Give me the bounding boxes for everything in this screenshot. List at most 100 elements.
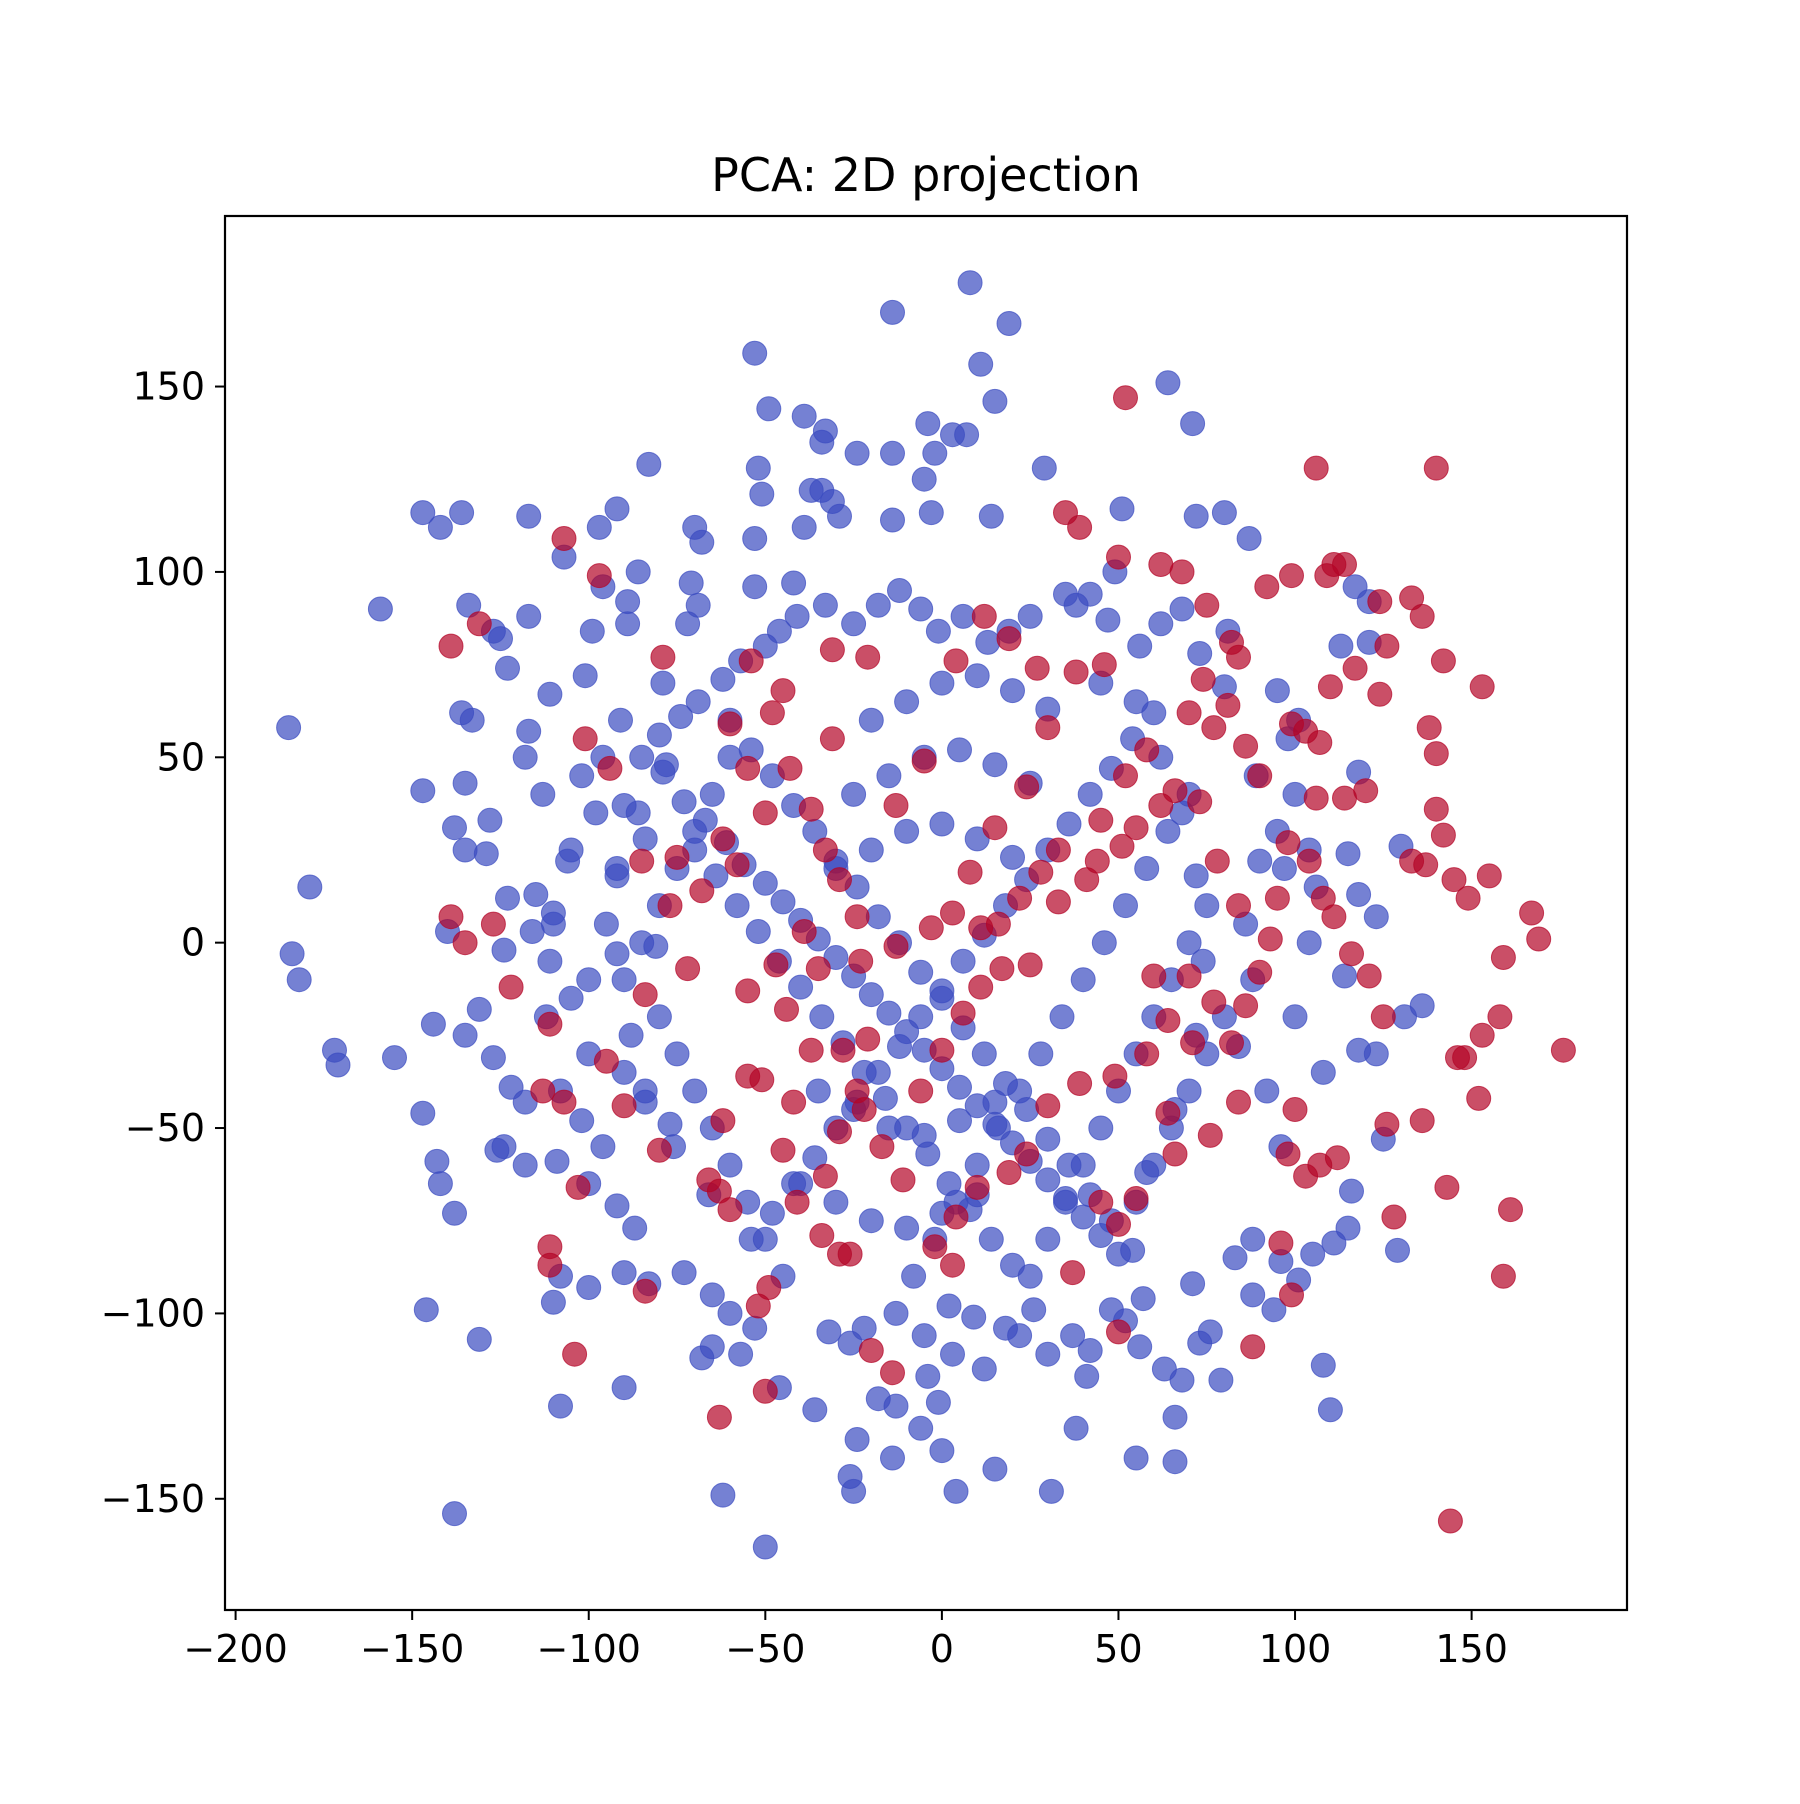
scatter-point [410,1100,436,1126]
scatter-point [752,1534,778,1560]
scatter-point [1455,885,1481,911]
scatter-point [1180,1030,1206,1056]
scatter-point [590,1134,616,1160]
scatter-point [1106,544,1131,570]
scatter-point [1282,781,1308,807]
scatter-point [523,882,549,907]
scatter-point [1113,893,1138,919]
scatter-point [908,1078,934,1104]
scatter-point [1187,789,1213,815]
scatter-point [1176,963,1202,989]
scatter-point [689,529,715,555]
scatter-point [887,578,912,603]
scatter-point [562,1341,588,1367]
scatter-point [865,592,891,618]
scatter-point [1113,763,1138,789]
scatter-point [565,1174,591,1200]
scatter-point [894,818,920,844]
scatter-point [774,996,799,1022]
scatter-point [1466,1085,1492,1111]
scatter-point [985,911,1011,937]
scatter-point [1317,674,1343,700]
scatter-point [1031,455,1057,481]
scatter-point [908,1004,934,1030]
scatter-point [1190,666,1216,692]
scatter-point [1385,1237,1410,1263]
scatter-point [1236,526,1262,551]
scatter-point [537,1011,563,1037]
scatter-point [1257,926,1283,952]
scatter-point [1180,411,1206,437]
scatter-point [738,648,764,674]
scatter-point [1423,796,1449,822]
scatter-point [756,396,782,422]
scatter-point [466,611,492,637]
scatter-point [537,1252,563,1278]
scatter-point [1526,926,1552,952]
scatter-point [646,1137,672,1163]
scatter-point [604,941,630,967]
scatter-point [1215,692,1241,718]
scatter-point [749,481,775,507]
scatter-point [438,633,464,659]
x-tick-label: 0 [930,1627,954,1671]
scatter-point [752,1378,778,1404]
scatter-point [823,1189,849,1215]
y-tick-label: 150 [132,365,205,409]
scatter-point [742,526,768,551]
scatter-point [1264,678,1290,704]
scatter-point [1310,1352,1336,1378]
scatter-point [996,1160,1022,1185]
scatter-point [1155,818,1181,844]
scatter-point [618,1022,644,1048]
scatter-point [424,1148,450,1174]
scatter-point [1363,904,1389,930]
scatter-point [728,1341,754,1367]
scatter-point [466,996,492,1022]
scatter-point [1328,633,1354,659]
scatter-point [1077,781,1103,807]
scatter-point [844,1427,870,1452]
scatter-point [1201,989,1227,1015]
scatter-point [964,1174,990,1200]
scatter-point [498,974,524,1000]
scatter-point [519,919,545,944]
scatter-point [717,1152,743,1178]
y-tick-label: −50 [125,1106,205,1150]
scatter-point [710,1108,736,1134]
scatter-point [449,500,475,526]
scatter-point [1469,674,1495,700]
scatter-point [717,1300,743,1326]
scatter-point [851,1097,877,1122]
scatter-point [1109,833,1135,859]
scatter-point [880,440,905,466]
scatter-point [1197,1122,1223,1148]
scatter-point [925,1389,951,1415]
scatter-point [1017,603,1043,629]
scatter-point [1063,659,1089,685]
scatter-point [901,1263,927,1289]
scatter-point [1060,1260,1086,1286]
scatter-point [1180,1271,1206,1297]
scatter-point [629,848,655,874]
scatter-point [477,807,503,833]
scatter-point [724,852,750,878]
scatter-point [982,1089,1008,1115]
scatter-point [918,500,944,526]
scatter-point [1162,1404,1188,1430]
scatter-point [413,1297,439,1323]
scatter-point [452,770,478,796]
scatter-point [1279,1282,1304,1308]
scatter-point [572,663,598,689]
scatter-point [971,603,997,629]
scatter-point [971,1356,997,1382]
scatter-point [950,1000,976,1026]
scatter-point [1067,1071,1093,1096]
scatter-point [805,956,831,982]
scatter-point [784,603,810,629]
scatter-point [1183,863,1209,889]
scatter-point [1409,603,1435,629]
scatter-point [689,878,715,904]
scatter-point [636,451,662,477]
scatter-point [1332,963,1357,989]
